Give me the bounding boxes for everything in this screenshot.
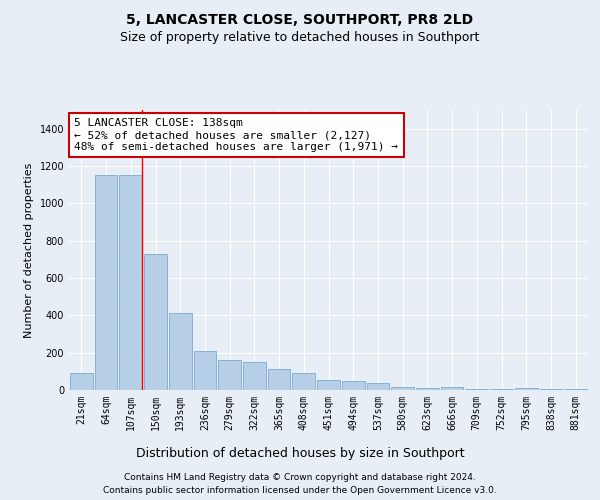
Bar — [218, 360, 241, 390]
Text: Distribution of detached houses by size in Southport: Distribution of detached houses by size … — [136, 448, 464, 460]
Bar — [243, 362, 266, 390]
Bar — [391, 387, 414, 390]
Bar — [194, 351, 216, 390]
Bar — [466, 389, 488, 390]
Bar — [416, 388, 439, 390]
Text: Contains public sector information licensed under the Open Government Licence v3: Contains public sector information licen… — [103, 486, 497, 495]
Bar — [317, 380, 340, 390]
Bar — [441, 387, 463, 390]
Bar — [144, 254, 167, 390]
Bar — [342, 380, 365, 390]
Bar — [169, 314, 191, 390]
Bar — [268, 370, 290, 390]
Bar — [292, 373, 315, 390]
Bar — [515, 388, 538, 390]
Bar — [70, 373, 93, 390]
Y-axis label: Number of detached properties: Number of detached properties — [24, 162, 34, 338]
Bar — [367, 384, 389, 390]
Text: Contains HM Land Registry data © Crown copyright and database right 2024.: Contains HM Land Registry data © Crown c… — [124, 472, 476, 482]
Text: 5 LANCASTER CLOSE: 138sqm
← 52% of detached houses are smaller (2,127)
48% of se: 5 LANCASTER CLOSE: 138sqm ← 52% of detac… — [74, 118, 398, 152]
Bar — [95, 176, 118, 390]
Text: 5, LANCASTER CLOSE, SOUTHPORT, PR8 2LD: 5, LANCASTER CLOSE, SOUTHPORT, PR8 2LD — [127, 12, 473, 26]
Bar — [119, 176, 142, 390]
Text: Size of property relative to detached houses in Southport: Size of property relative to detached ho… — [121, 31, 479, 44]
